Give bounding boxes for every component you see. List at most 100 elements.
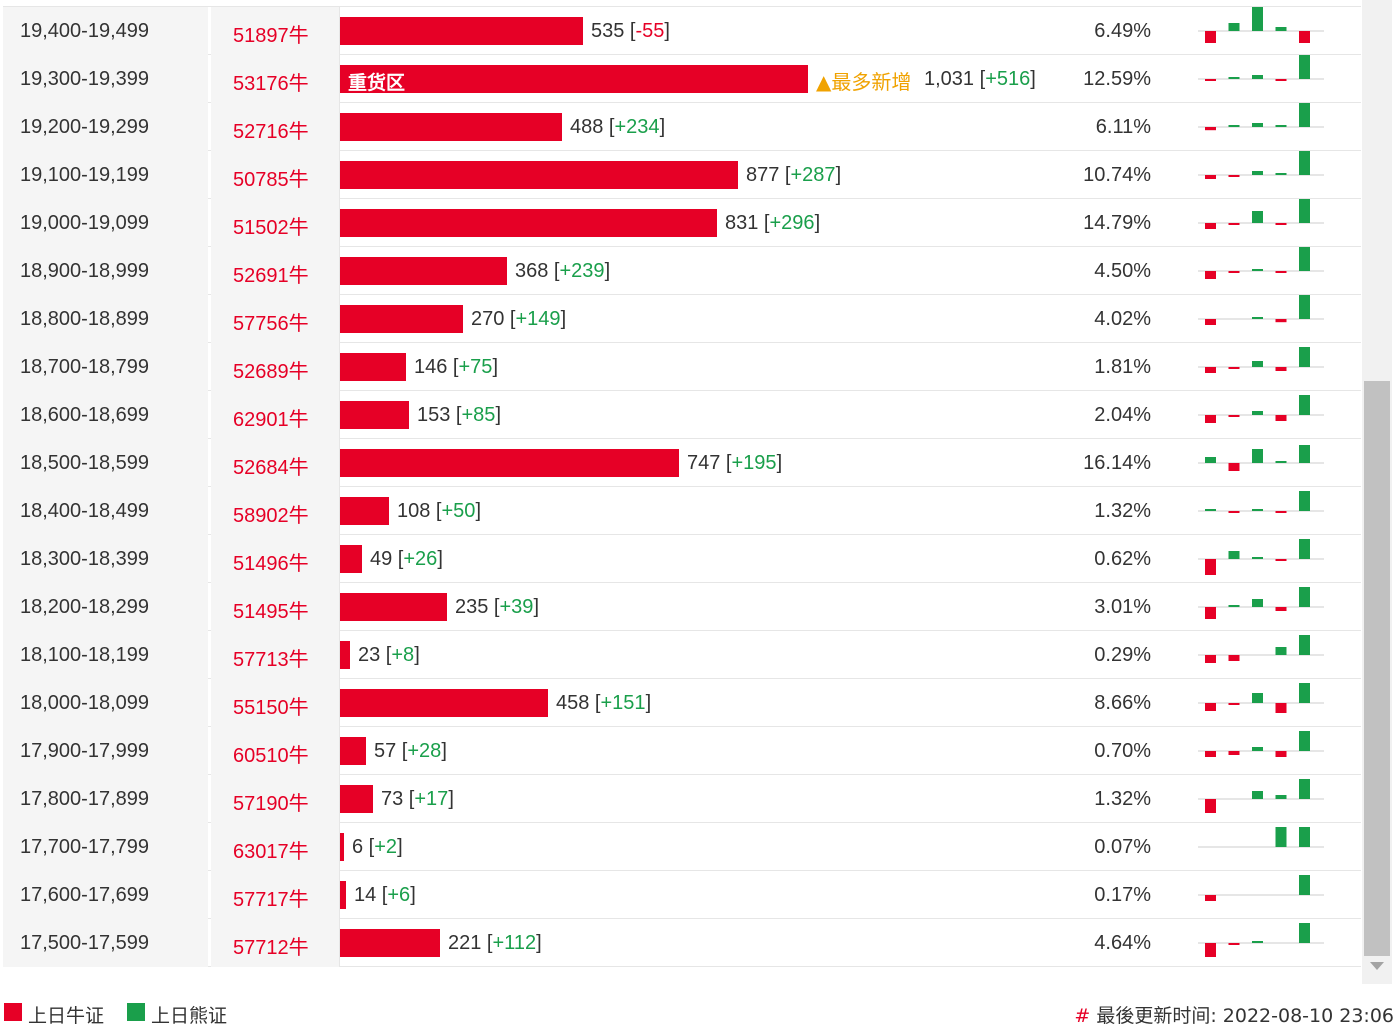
percentage: 2.04% [1094, 404, 1151, 426]
warrant-code-link[interactable]: 51897牛 [233, 25, 309, 47]
table-row[interactable]: 19,300-19,399 53176牛 重货区 ▲最多新增 1,031 [+516] 1… [3, 55, 1361, 103]
volume-change: +17 [414, 788, 449, 810]
warrant-code-link[interactable]: 57713牛 [233, 649, 309, 671]
table-row[interactable]: 18,200-18,299 51495牛 235 [+39] 3.01% [3, 583, 1361, 631]
volume-bar [340, 257, 507, 285]
warrant-code-link[interactable]: 57756牛 [233, 313, 309, 335]
volume-number: 153 [417, 404, 451, 426]
warrant-code-link[interactable]: 51496牛 [233, 553, 309, 575]
table-row[interactable]: 18,900-18,999 52691牛 368 [+239] 4.50% [3, 247, 1361, 295]
table-row[interactable]: 17,700-17,799 63017牛 6 [+2] 0.07% [3, 823, 1361, 871]
range-cell: 18,000-18,099 [3, 679, 208, 727]
mini-chart-bar [1228, 751, 1240, 755]
warrant-code-link[interactable]: 57717牛 [233, 889, 309, 911]
column-divider [339, 7, 340, 55]
range-cell: 18,200-18,299 [3, 583, 208, 631]
mini-chart-bar [1228, 511, 1240, 513]
range-cell: 18,100-18,199 [3, 631, 208, 679]
table-row[interactable]: 18,500-18,599 52684牛 747 [+195] 16.14% [3, 439, 1361, 487]
mini-chart-bar [1252, 509, 1263, 511]
table-row[interactable]: 19,100-19,199 50785牛 877 [+287] 10.74% [3, 151, 1361, 199]
column-divider [339, 535, 340, 583]
volume-value: 57 [+28] [374, 740, 447, 762]
warrant-code-link[interactable]: 60510牛 [233, 745, 309, 767]
warrant-code-link[interactable]: 62901牛 [233, 409, 309, 431]
table-row[interactable]: 17,800-17,899 57190牛 73 [+17] 1.32% [3, 775, 1361, 823]
column-divider [339, 343, 340, 391]
last-updated-label: 最後更新时间: [1096, 1005, 1217, 1027]
volume-change: +112 [492, 932, 537, 954]
table-row[interactable]: 18,300-18,399 51496牛 49 [+26] 0.62% [3, 535, 1361, 583]
table-row[interactable]: 18,700-18,799 52689牛 146 [+75] 1.81% [3, 343, 1361, 391]
mini-chart-bar [1205, 655, 1216, 663]
table-row[interactable]: 18,400-18,499 58902牛 108 [+50] 1.32% [3, 487, 1361, 535]
warrant-code-link[interactable]: 55150牛 [233, 697, 309, 719]
warrant-code-link[interactable]: 52689牛 [233, 361, 309, 383]
percentage: 6.49% [1094, 20, 1151, 42]
code-cell: 57717牛 [211, 871, 339, 919]
mini-history-chart [1198, 635, 1324, 663]
warrant-code-link[interactable]: 52716牛 [233, 121, 309, 143]
percentage: 14.79% [1083, 212, 1151, 234]
mini-chart-bar [1228, 703, 1240, 705]
scrollbar-thumb[interactable] [1364, 381, 1390, 956]
table-row[interactable]: 18,000-18,099 55150牛 458 [+151] 8.66% [3, 679, 1361, 727]
warrant-code-link[interactable]: 58902牛 [233, 505, 309, 527]
code-cell: 52689牛 [211, 343, 339, 391]
table-row[interactable]: 18,800-18,899 57756牛 270 [+149] 4.02% [3, 295, 1361, 343]
table-row[interactable]: 19,400-19,499 51897牛 535 [-55] 6.49% [3, 7, 1361, 55]
mini-chart-bar [1205, 457, 1216, 463]
warrant-code-link[interactable]: 52691牛 [233, 265, 309, 287]
mini-chart-bar [1205, 319, 1216, 325]
legend-bear-label: 上日熊证 [151, 1005, 228, 1027]
mini-chart-bar [1205, 271, 1216, 279]
volume-change: +239 [559, 260, 605, 282]
strike-range: 17,500-17,599 [20, 932, 150, 954]
table-row[interactable]: 19,000-19,099 51502牛 831 [+296] 14.79% [3, 199, 1361, 247]
mini-chart-bar [1205, 509, 1216, 511]
volume-value: 49 [+26] [370, 548, 443, 570]
mini-chart-bar [1252, 941, 1263, 943]
strike-range: 18,200-18,299 [20, 596, 150, 618]
warrant-code-link[interactable]: 57190牛 [233, 793, 309, 815]
range-cell: 18,300-18,399 [3, 535, 208, 583]
warrant-code-link[interactable]: 50785牛 [233, 169, 309, 191]
volume-value: 73 [+17] [381, 788, 454, 810]
volume-bar [340, 17, 583, 45]
volume-number: 14 [354, 884, 377, 906]
mini-chart-bar [1275, 703, 1287, 713]
volume-number: 831 [725, 212, 759, 234]
mini-chart-bar [1299, 635, 1310, 655]
percentage: 8.66% [1094, 692, 1151, 714]
warrant-code-link[interactable]: 53176牛 [233, 73, 309, 95]
mini-chart-bar [1299, 395, 1310, 415]
code-cell: 57190牛 [211, 775, 339, 823]
table-row[interactable]: 18,600-18,699 62901牛 153 [+85] 2.04% [3, 391, 1361, 439]
volume-bar [340, 785, 373, 813]
scroll-down-arrow-icon[interactable] [1370, 962, 1384, 970]
table-row[interactable]: 18,100-18,199 57713牛 23 [+8] 0.29% [3, 631, 1361, 679]
warrant-code-link[interactable]: 57712牛 [233, 937, 309, 959]
table-row[interactable]: 17,500-17,599 57712牛 221 [+112] 4.64% [3, 919, 1361, 967]
warrant-code-link[interactable]: 63017牛 [233, 841, 309, 863]
range-cell: 18,600-18,699 [3, 391, 208, 439]
warrant-code-link[interactable]: 51502牛 [233, 217, 309, 239]
table-row[interactable]: 19,200-19,299 52716牛 488 [+234] 6.11% [3, 103, 1361, 151]
volume-change: +6 [387, 884, 411, 906]
warrant-code-link[interactable]: 52684牛 [233, 457, 309, 479]
mini-chart-bar [1299, 55, 1310, 79]
table-row[interactable]: 17,600-17,699 57717牛 14 [+6] 0.17% [3, 871, 1361, 919]
volume-value: 1,031 [+516] [924, 68, 1036, 90]
column-divider [339, 151, 340, 199]
table-row[interactable]: 17,900-17,999 60510牛 57 [+28] 0.70% [3, 727, 1361, 775]
mini-history-chart [1198, 731, 1324, 757]
warrant-code-link[interactable]: 51495牛 [233, 601, 309, 623]
mini-chart-bar [1228, 551, 1240, 559]
volume-change: +234 [614, 116, 660, 138]
legend-bull-label: 上日牛证 [28, 1005, 105, 1027]
code-cell: 57756牛 [211, 295, 339, 343]
column-divider [339, 679, 340, 727]
mini-chart-bar [1252, 411, 1263, 415]
volume-number: 221 [448, 932, 482, 954]
strike-range: 19,100-19,199 [20, 164, 150, 186]
